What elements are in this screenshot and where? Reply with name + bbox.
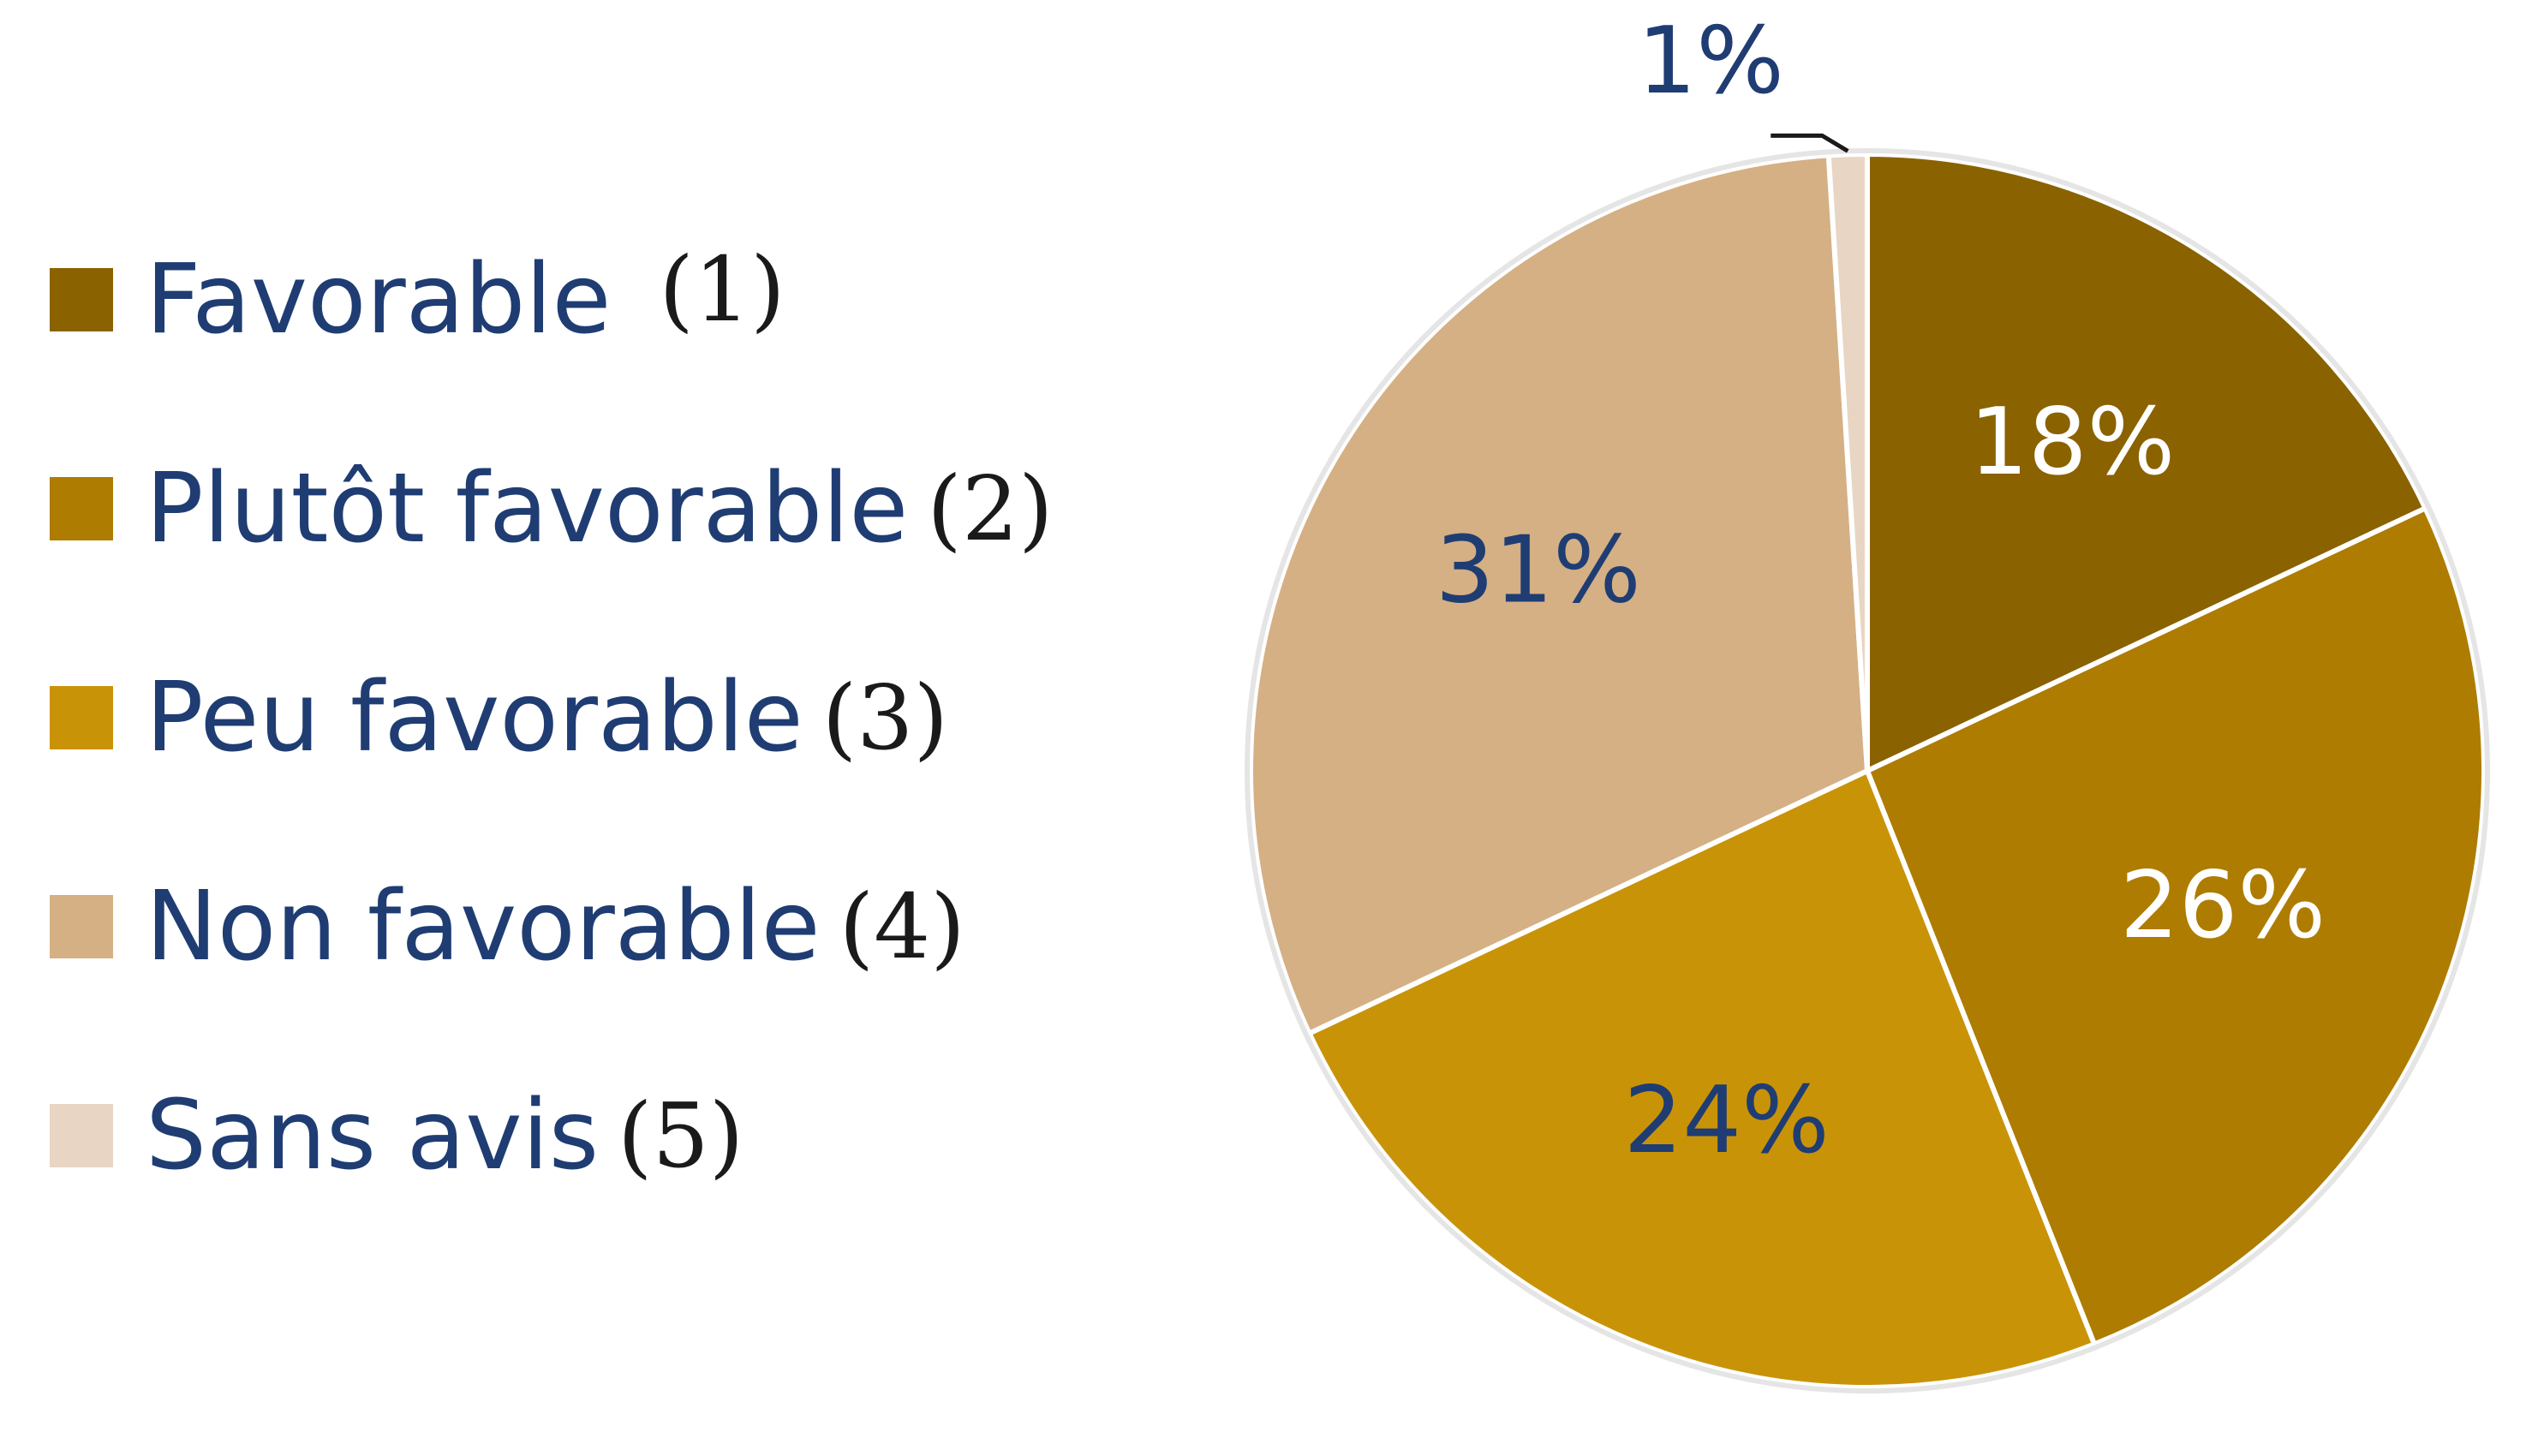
legend-swatch [50, 895, 113, 958]
slice-label-3: 24% [1624, 1067, 1830, 1174]
legend-number: (1) [659, 237, 785, 342]
legend: Favorable (1) Plutôt favorable (2) Peu f… [50, 237, 1054, 1187]
legend-number: (2) [927, 456, 1054, 561]
pie-labels: 18% 26% 24% 31% 1% [1436, 8, 2326, 1174]
legend-swatch [50, 477, 113, 540]
legend-label: Plutôt favorable [146, 453, 909, 564]
legend-number: (3) [821, 665, 949, 770]
slice-label-4: 31% [1436, 517, 1641, 624]
legend-label: Favorable [146, 244, 612, 355]
legend-swatch [50, 268, 113, 331]
legend-number: (4) [839, 874, 965, 979]
pie-slice-3 [1306, 768, 2098, 1390]
legend-number: (5) [618, 1083, 744, 1188]
legend-item-plutot-favorable: Plutôt favorable (2) [50, 457, 1054, 560]
legend-label: Non favorable [146, 871, 821, 982]
pie-slice-1 [1865, 152, 2428, 773]
legend-label: Sans avis [146, 1080, 600, 1191]
legend-item-non-favorable: Non favorable (4) [50, 875, 1054, 978]
slice-label-2: 26% [2120, 852, 2326, 959]
pie-slices [1248, 152, 2487, 1390]
slice-label-5: 1% [1638, 8, 1784, 115]
legend-item-sans-avis: Sans avis (5) [50, 1084, 1054, 1187]
pie-slice-4 [1248, 152, 1870, 1036]
pie-slice-2 [1865, 505, 2487, 1347]
legend-label: Peu favorable [146, 662, 803, 773]
slice-label-1: 18% [1969, 389, 2175, 496]
legend-item-peu-favorable: Peu favorable (3) [50, 666, 1054, 769]
legend-swatch [50, 686, 113, 749]
leader-line [1771, 133, 1849, 153]
legend-swatch [50, 1104, 113, 1167]
pie-outline [1245, 148, 2490, 1393]
legend-item-favorable: Favorable (1) [50, 237, 1054, 355]
pie-slice-5 [1825, 152, 1870, 773]
